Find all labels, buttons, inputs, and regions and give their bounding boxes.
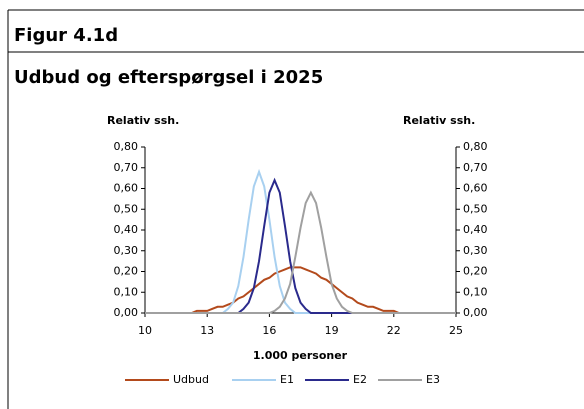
legend-label: E3	[426, 373, 440, 386]
x-tick-label: 22	[387, 324, 401, 337]
y2-tick-label: 0,00	[463, 306, 488, 319]
y2-tick-label: 0,60	[463, 182, 488, 195]
legend-label: E1	[280, 373, 294, 386]
x-tick-label: 10	[138, 324, 152, 337]
x-axis-label: 1.000 personer	[253, 349, 348, 362]
y2-tick-label: 0,30	[463, 244, 488, 257]
y-tick-label: 0,20	[114, 265, 139, 278]
series-line	[145, 168, 456, 314]
y-tick-label: 0,80	[114, 140, 139, 153]
y-tick-label: 0,50	[114, 202, 139, 215]
y2-tick-label: 0,10	[463, 285, 488, 298]
y-tick-label: 0,40	[114, 223, 139, 236]
y-tick-label: 0,30	[114, 244, 139, 257]
y-tick-label: 0,60	[114, 182, 139, 195]
y2-tick-label: 0,20	[463, 265, 488, 278]
y-axis-label: Relativ ssh.	[107, 114, 179, 127]
y-tick-label: 0,00	[114, 306, 139, 319]
y2-axis-label: Relativ ssh.	[403, 114, 475, 127]
y2-tick-label: 0,70	[463, 161, 488, 174]
legend-label: Udbud	[173, 373, 209, 386]
y-tick-label: 0,10	[114, 285, 139, 298]
legend-label: E2	[353, 373, 367, 386]
y2-tick-label: 0,40	[463, 223, 488, 236]
x-tick-label: 13	[200, 324, 214, 337]
series-line	[145, 177, 456, 314]
x-tick-label: 25	[449, 324, 463, 337]
y2-tick-label: 0,50	[463, 202, 488, 215]
x-tick-label: 16	[262, 324, 276, 337]
series-line	[145, 190, 456, 314]
x-tick-label: 19	[325, 324, 339, 337]
figure-label: Figur 4.1d	[14, 25, 118, 46]
chart-title: Udbud og efterspørgsel i 2025	[14, 67, 323, 88]
y2-tick-label: 0,80	[463, 140, 488, 153]
series-line	[145, 266, 456, 314]
y-tick-label: 0,70	[114, 161, 139, 174]
